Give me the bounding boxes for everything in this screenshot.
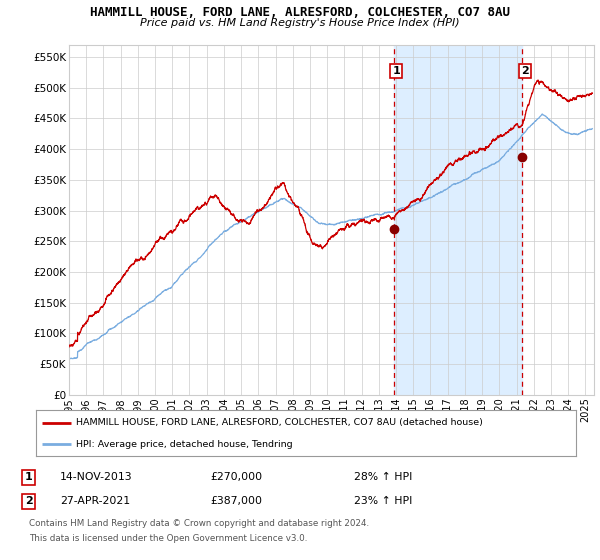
Text: 2: 2 <box>25 496 32 506</box>
Text: HAMMILL HOUSE, FORD LANE, ALRESFORD, COLCHESTER, CO7 8AU (detached house): HAMMILL HOUSE, FORD LANE, ALRESFORD, COL… <box>77 418 484 427</box>
Text: Contains HM Land Registry data © Crown copyright and database right 2024.: Contains HM Land Registry data © Crown c… <box>29 519 369 528</box>
Text: 14-NOV-2013: 14-NOV-2013 <box>60 472 133 482</box>
Text: 23% ↑ HPI: 23% ↑ HPI <box>354 496 412 506</box>
Text: 1: 1 <box>25 472 32 482</box>
Text: This data is licensed under the Open Government Licence v3.0.: This data is licensed under the Open Gov… <box>29 534 307 543</box>
Text: HAMMILL HOUSE, FORD LANE, ALRESFORD, COLCHESTER, CO7 8AU: HAMMILL HOUSE, FORD LANE, ALRESFORD, COL… <box>90 6 510 18</box>
Text: HPI: Average price, detached house, Tendring: HPI: Average price, detached house, Tend… <box>77 440 293 449</box>
Text: 27-APR-2021: 27-APR-2021 <box>60 496 130 506</box>
Text: £270,000: £270,000 <box>210 472 262 482</box>
Text: 28% ↑ HPI: 28% ↑ HPI <box>354 472 412 482</box>
Text: 2: 2 <box>521 66 529 76</box>
Text: 1: 1 <box>392 66 400 76</box>
Text: Price paid vs. HM Land Registry's House Price Index (HPI): Price paid vs. HM Land Registry's House … <box>140 18 460 29</box>
Text: £387,000: £387,000 <box>210 496 262 506</box>
Bar <box>394 45 522 395</box>
